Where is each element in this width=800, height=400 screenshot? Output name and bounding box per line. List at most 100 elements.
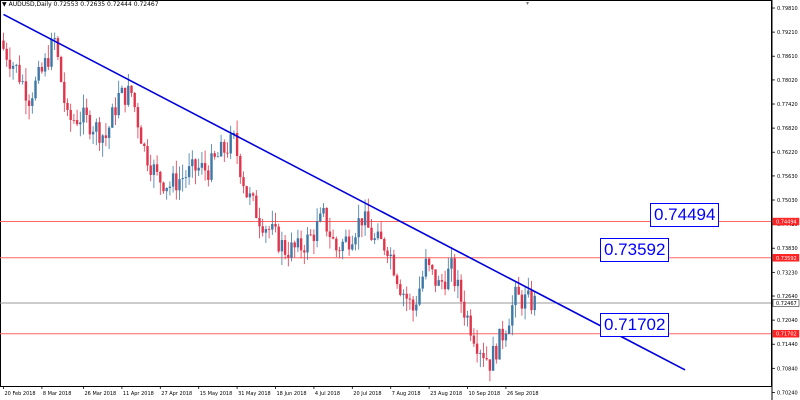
price-callout-text: 0.73592 bbox=[604, 240, 666, 259]
candle-body bbox=[447, 268, 450, 290]
candle-body bbox=[175, 173, 178, 191]
candle-body bbox=[75, 120, 79, 125]
candle-body bbox=[463, 301, 466, 318]
candle-body bbox=[475, 343, 479, 354]
candle-body bbox=[235, 133, 239, 157]
candle-body bbox=[271, 224, 274, 230]
candle-body bbox=[232, 133, 236, 135]
candle-body bbox=[472, 335, 476, 344]
price-tick-label: 0.72640 bbox=[777, 294, 798, 300]
candle-body bbox=[123, 87, 127, 105]
price-callout-text: 0.71702 bbox=[604, 315, 666, 334]
price-callout-middle[interactable]: 0.73592 bbox=[600, 238, 670, 262]
candle-body bbox=[514, 286, 517, 306]
candle-body bbox=[143, 143, 146, 147]
candle-body bbox=[347, 236, 351, 250]
candle-body bbox=[469, 315, 472, 336]
candle-body bbox=[258, 217, 261, 227]
candle-body bbox=[18, 64, 21, 83]
price-callout-upper[interactable]: 0.74494 bbox=[650, 203, 720, 227]
candle-body bbox=[290, 242, 293, 258]
price-tick-label: 0.78020 bbox=[777, 78, 798, 84]
candlesticks bbox=[2, 32, 536, 382]
candle-body bbox=[495, 345, 498, 360]
candle-body bbox=[325, 207, 328, 232]
candle-body bbox=[488, 359, 492, 371]
price-callout-lower[interactable]: 0.71702 bbox=[600, 313, 670, 337]
candle-body bbox=[213, 153, 216, 157]
candle-body bbox=[130, 85, 133, 93]
candle-body bbox=[127, 85, 130, 105]
candle-body bbox=[437, 280, 440, 286]
level-label-box bbox=[772, 254, 800, 262]
candle-body bbox=[24, 81, 28, 101]
candle-body bbox=[229, 134, 232, 154]
candle-body bbox=[527, 290, 530, 295]
price-tick-label: 0.79210 bbox=[777, 30, 798, 36]
candle-body bbox=[373, 238, 376, 240]
candle-body bbox=[424, 258, 428, 277]
trendline[interactable] bbox=[3, 13, 686, 371]
candle-body bbox=[101, 135, 104, 143]
candle-body bbox=[405, 293, 408, 299]
candle-body bbox=[287, 254, 290, 258]
candle-body bbox=[411, 299, 415, 311]
level-label-text: 0.72467 bbox=[776, 301, 797, 307]
candle-body bbox=[216, 156, 220, 158]
date-tick-label: 7 Aug 2018 bbox=[392, 391, 421, 397]
candle-body bbox=[88, 114, 92, 135]
candle-body bbox=[27, 100, 31, 106]
candle-body bbox=[242, 177, 245, 187]
level-label-text: 0.74494 bbox=[776, 220, 797, 226]
candle-body bbox=[523, 294, 527, 309]
candle-body bbox=[418, 288, 421, 305]
candle-body bbox=[517, 286, 520, 295]
price-tick-label: 0.72040 bbox=[777, 318, 798, 324]
candle-body bbox=[168, 186, 172, 188]
chart-shift-marker[interactable] bbox=[526, 2, 529, 5]
candle-body bbox=[139, 127, 143, 144]
triangle-down-icon[interactable]: ▼ bbox=[2, 1, 7, 8]
candle-body bbox=[360, 218, 364, 226]
candle-body bbox=[277, 226, 280, 252]
candle-body bbox=[274, 224, 277, 227]
candle-body bbox=[482, 352, 485, 359]
candle-body bbox=[40, 67, 44, 72]
candle-body bbox=[47, 58, 50, 67]
candle-body bbox=[511, 305, 514, 326]
candle-body bbox=[34, 80, 37, 99]
candle-body bbox=[56, 38, 60, 57]
candle-body bbox=[91, 131, 95, 135]
candle-body bbox=[187, 166, 191, 178]
candle-body bbox=[261, 226, 264, 233]
candle-body bbox=[331, 237, 335, 239]
candle-body bbox=[293, 242, 296, 248]
candle-body bbox=[5, 48, 8, 60]
candle-body bbox=[280, 240, 284, 252]
candle-body bbox=[399, 284, 402, 295]
price-tick-label: 0.73830 bbox=[777, 246, 798, 252]
candle-body bbox=[504, 333, 508, 341]
candle-body bbox=[219, 141, 223, 157]
candle-body bbox=[21, 81, 24, 83]
candle-body bbox=[485, 358, 488, 360]
candle-body bbox=[312, 234, 316, 242]
candle-body bbox=[203, 163, 207, 171]
price-tick-label: 0.76220 bbox=[777, 150, 798, 156]
candle-body bbox=[197, 167, 200, 171]
candle-body bbox=[251, 193, 255, 196]
candle-body bbox=[59, 56, 63, 82]
candle-body bbox=[440, 280, 444, 282]
date-tick-label: 20 Jul 2018 bbox=[353, 391, 381, 397]
candle-body bbox=[191, 159, 194, 167]
date-tick-label: 11 Apr 2018 bbox=[123, 391, 154, 397]
candle-body bbox=[354, 237, 357, 245]
symbol-info-bar: ▼ AUDUSD,Daily 0.72553 0.72635 0.72444 0.… bbox=[2, 1, 159, 8]
candle-body bbox=[133, 92, 136, 108]
candle-body bbox=[370, 227, 373, 240]
candle-body bbox=[239, 156, 242, 178]
candle-body bbox=[389, 254, 392, 257]
price-callout-text: 0.74494 bbox=[654, 205, 716, 224]
